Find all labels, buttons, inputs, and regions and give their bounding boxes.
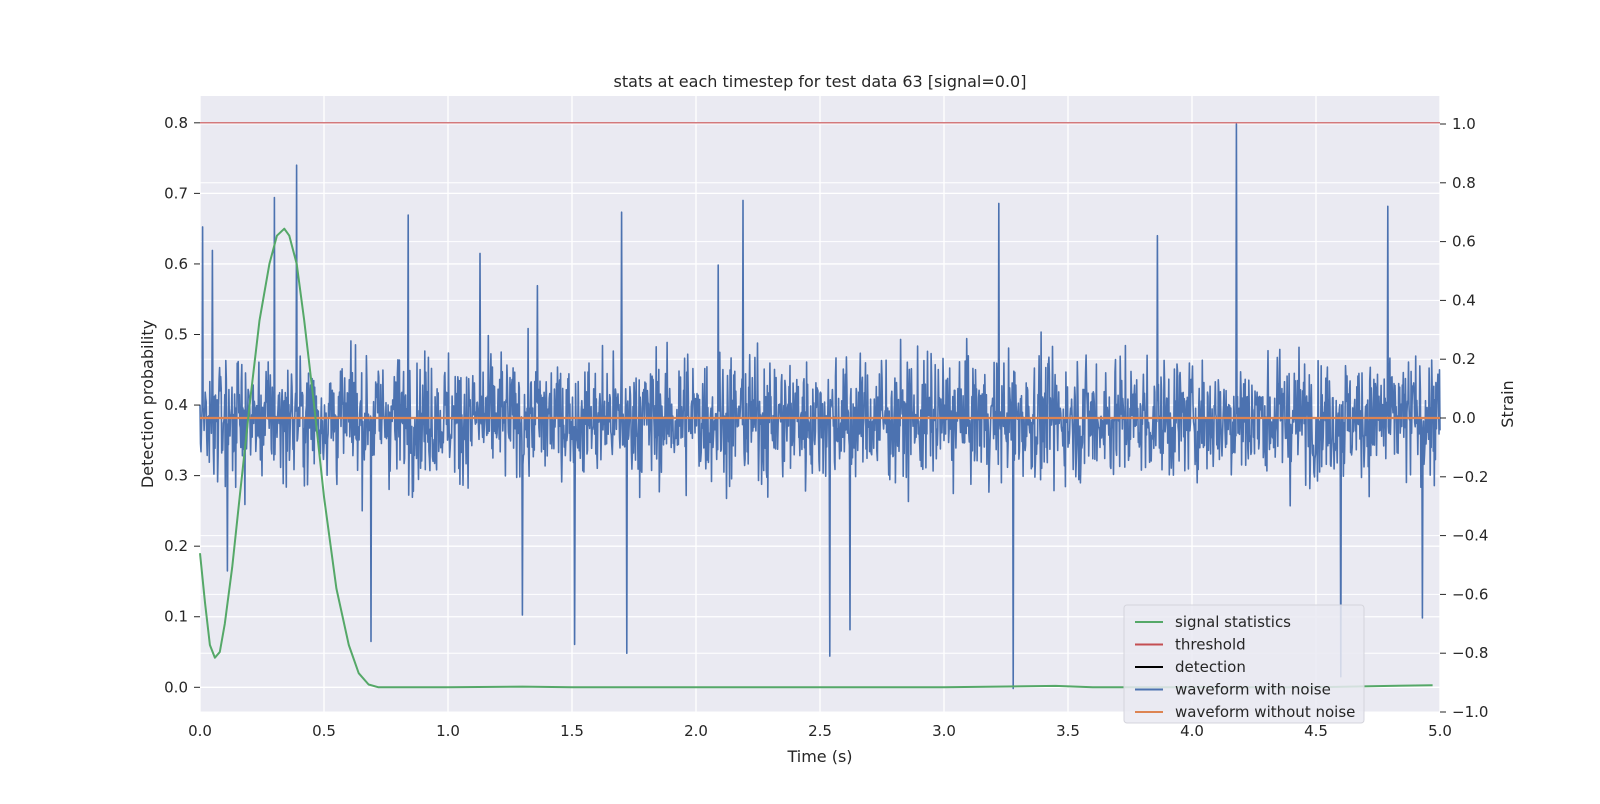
y-tick-label-right: 0.6 [1452,233,1476,251]
x-axis-label: Time (s) [786,747,852,766]
legend-label: detection [1175,658,1246,676]
x-tick-label: 3.0 [932,722,956,740]
y-tick-label-left: 0.1 [164,608,188,626]
legend-label: waveform without noise [1175,703,1355,721]
series-layer [199,122,1441,690]
y-tick-label-right: −0.4 [1452,527,1488,545]
x-tick-label: 0.0 [188,722,212,740]
axes-layer: 0.0 0.5 1.0 1.5 2.0 2.5 3.0 3.5 4.0 4.5 5.0 0.0 0.1 0… [164,114,1488,740]
legend: signal statistics threshold detection wavef… [1123,604,1365,724]
y-tick-label-left: 0.6 [164,255,188,273]
y-tick-label-left: 0.5 [164,325,188,343]
x-tick-label: 5.0 [1428,722,1452,740]
legend-label: threshold [1175,636,1246,654]
chart-title: stats at each timestep for test data 63 … [614,72,1027,91]
y-tick-label-left: 0.3 [164,467,188,485]
y-axis-label-left: Detection probability [138,320,157,488]
series-waveform-with-noise [199,123,1441,690]
y-tick-label-left: 0.8 [164,114,188,132]
y-tick-label-right: 0.0 [1452,409,1476,427]
y-tick-label-right: −0.6 [1452,585,1488,603]
legend-label: waveform with noise [1175,681,1331,699]
x-tick-label: 4.5 [1304,722,1328,740]
x-tick-label: 1.0 [436,722,460,740]
x-tick-label: 2.5 [808,722,832,740]
y-axis-label-right: Strain [1498,380,1517,427]
y-tick-label-left: 0.0 [164,678,188,696]
y-tick-label-right: −1.0 [1452,703,1488,721]
y-tick-label-right: 0.2 [1452,350,1476,368]
y-tick-label-left: 0.7 [164,184,188,202]
y-tick-label-right: −0.8 [1452,644,1488,662]
y-tick-label-right: 1.0 [1452,115,1476,133]
x-tick-label: 3.5 [1056,722,1080,740]
x-tick-label: 1.5 [560,722,584,740]
x-tick-label: 0.5 [312,722,336,740]
y-tick-label-right: −0.2 [1452,468,1488,486]
y-tick-label-left: 0.4 [164,396,188,414]
legend-label: signal statistics [1175,613,1291,631]
y-tick-label-right: 0.8 [1452,174,1476,192]
legend-box [1123,604,1365,724]
y-tick-label-right: 0.4 [1452,291,1476,309]
x-tick-label: 2.0 [684,722,708,740]
y-tick-label-left: 0.2 [164,537,188,555]
x-tick-label: 4.0 [1180,722,1204,740]
series-signal-statistics [199,227,1433,689]
